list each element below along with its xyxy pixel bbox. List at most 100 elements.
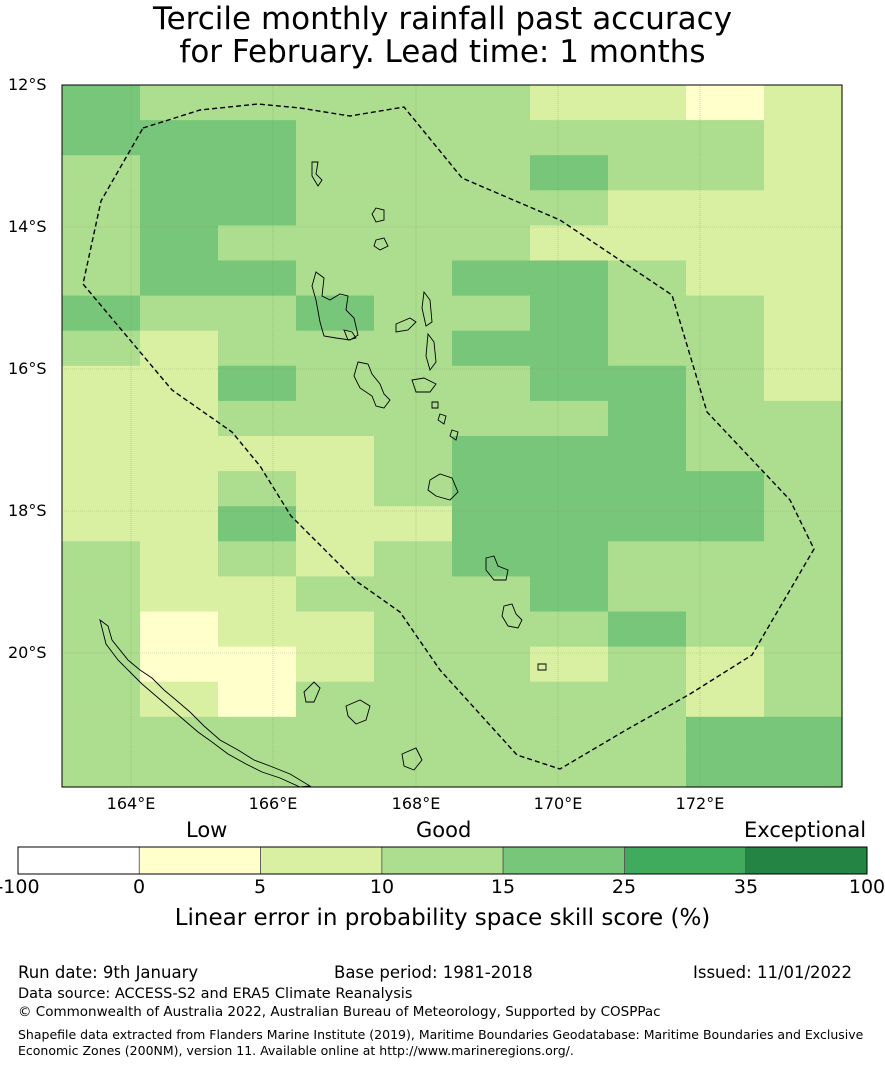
skill-cell [764,401,843,437]
data-source: Data source: ACCESS-S2 and ERA5 Climate … [18,986,412,1002]
skill-cell [608,682,687,718]
skill-cell [530,120,609,156]
skill-cell [608,296,687,332]
skill-cell [218,471,297,507]
skill-cell [686,261,765,297]
skill-cell [530,717,609,753]
skill-cell [296,225,375,261]
skill-cell [530,225,609,261]
skill-cell [218,506,297,542]
skill-cell [764,541,843,577]
colorbar-segment [139,847,260,874]
skill-cell [218,576,297,612]
skill-cell [530,471,609,507]
skill-cell [452,717,531,753]
skill-cell [140,436,219,472]
skill-cell [608,155,687,191]
skill-cell [764,471,843,507]
skill-cell [686,576,765,612]
skill-cell [608,506,687,542]
skill-cell [608,120,687,156]
skill-cell [296,752,375,788]
skill-cell [140,296,219,332]
skill-cell [218,155,297,191]
skill-cell [608,576,687,612]
skill-cell [530,85,609,121]
skill-cell [530,541,609,577]
lat-label-16s: 16°S [8,359,47,378]
skill-cell [530,682,609,718]
skill-cell [764,682,843,718]
skill-cell [140,752,219,788]
base-period: Base period: 1981-2018 [334,963,533,982]
skill-grid [62,85,843,788]
skill-cell [686,752,765,788]
skill-cell [218,436,297,472]
skill-cell [686,682,765,718]
skill-cell [608,647,687,683]
skill-cell [452,261,531,297]
skill-cell [374,717,453,753]
skill-cell [686,225,765,261]
skill-cell [374,647,453,683]
skill-cell [764,436,843,472]
skill-cell [62,190,141,226]
issued-date: Issued: 11/01/2022 [693,963,852,982]
skill-cell [62,506,141,542]
skill-cell [62,717,141,753]
skill-cell [140,506,219,542]
skill-cell [374,190,453,226]
skill-cell [140,155,219,191]
skill-cell [452,506,531,542]
skill-cell [62,120,141,156]
skill-cell [218,682,297,718]
skill-cell [62,612,141,648]
cbar-tick-10: 10 [352,876,412,898]
skill-cell [608,752,687,788]
skill-cell [140,576,219,612]
skill-cell [686,506,765,542]
lat-label-12s: 12°S [8,75,47,94]
skill-cell [608,401,687,437]
skill-cell [764,225,843,261]
skill-cell [374,576,453,612]
skill-cell [140,225,219,261]
colorbar-segment [261,847,382,874]
colorbar-segment [18,847,139,874]
skill-cell [374,612,453,648]
skill-cell [764,612,843,648]
skill-cell [530,155,609,191]
cbar-tick-100: 100 [837,876,885,898]
skill-cell [218,85,297,121]
skill-cell [608,717,687,753]
skill-cell [530,576,609,612]
run-date: Run date: 9th January [18,963,198,982]
category-low: Low [186,818,227,842]
skill-cell [608,366,687,402]
skill-cell [296,647,375,683]
shapefile-credit-line2: Economic Zones (200NM), version 11. Avai… [18,1043,574,1059]
skill-cell [62,296,141,332]
colorbar-segment [746,847,867,874]
skill-cell [686,612,765,648]
skill-cell [608,612,687,648]
skill-cell [608,85,687,121]
skill-cell [686,331,765,367]
skill-cell [608,541,687,577]
skill-cell [374,471,453,507]
skill-cell [764,296,843,332]
skill-cell [140,612,219,648]
skill-cell [686,647,765,683]
skill-cell [296,541,375,577]
skill-cell [296,471,375,507]
skill-cell [296,296,375,332]
lon-label-166e: 166°E [233,794,313,813]
skill-cell [218,647,297,683]
skill-cell [62,647,141,683]
skill-cell [62,576,141,612]
colorbar-segment [382,847,503,874]
colorbar-label: Linear error in probability space skill … [0,905,885,931]
skill-cell [374,155,453,191]
skill-cell [296,331,375,367]
skill-cell [62,436,141,472]
